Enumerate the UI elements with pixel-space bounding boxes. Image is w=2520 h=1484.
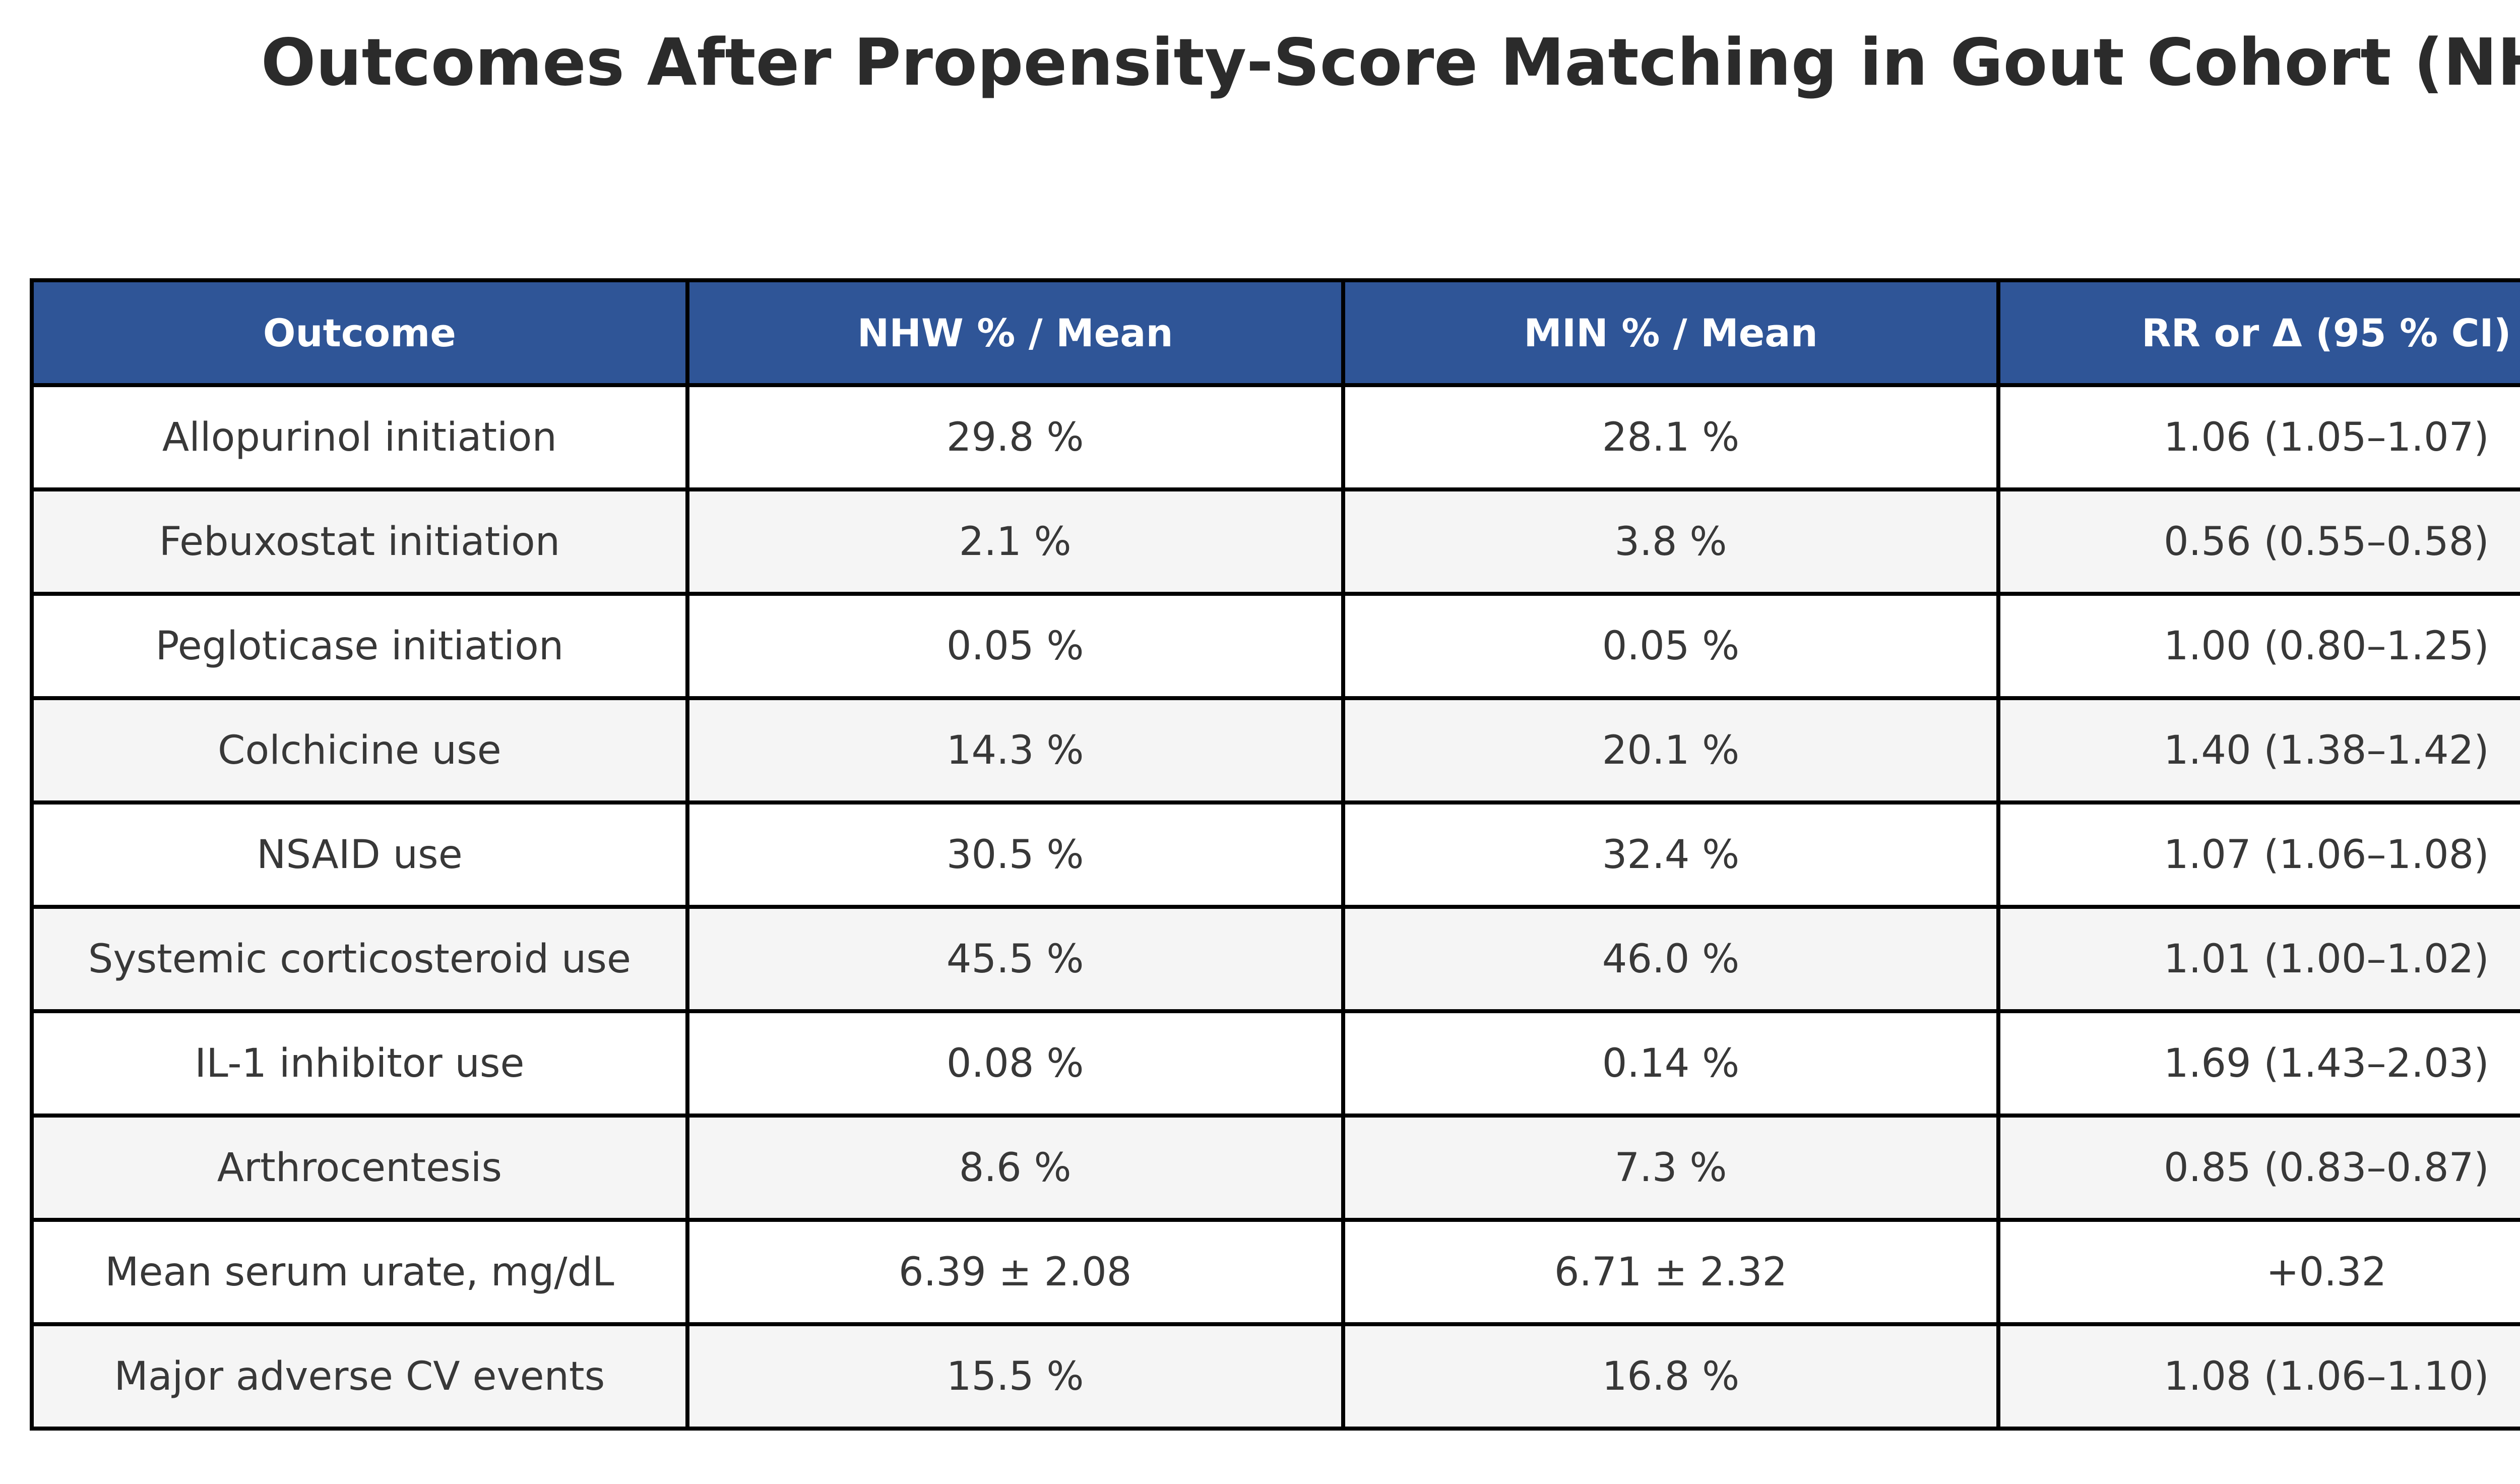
nhw-value-cell: 45.5 % — [685, 905, 1345, 1013]
rr-ci-cell: +0.32 — [1996, 1218, 2520, 1326]
min-value-cell: 3.8 % — [1341, 487, 2001, 596]
outcome-cell: Systemic corticosteroid use — [30, 905, 689, 1013]
min-value-cell: 46.0 % — [1341, 905, 2001, 1013]
table-row: Mean serum urate, mg/dL 6.39 ± 2.08 6.71… — [30, 1218, 2520, 1326]
nhw-value-cell: 6.39 ± 2.08 — [685, 1218, 1345, 1326]
nhw-value-cell: 29.8 % — [685, 383, 1345, 491]
nhw-value-cell: 2.1 % — [685, 487, 1345, 596]
outcome-cell: Arthrocentesis — [30, 1114, 689, 1222]
rr-ci-cell: 1.06 (1.05–1.07) — [1996, 383, 2520, 491]
table-row: Pegloticase initiation 0.05 % 0.05 % 1.0… — [30, 592, 2520, 700]
table-row: IL-1 inhibitor use 0.08 % 0.14 % 1.69 (1… — [30, 1009, 2520, 1118]
min-value-cell: 0.05 % — [1341, 592, 2001, 700]
nhw-value-cell: 30.5 % — [685, 800, 1345, 909]
rr-ci-cell: 0.85 (0.83–0.87) — [1996, 1114, 2520, 1222]
outcome-cell: Pegloticase initiation — [30, 592, 689, 700]
rr-ci-cell: 1.00 (0.80–1.25) — [1996, 592, 2520, 700]
table-row: Arthrocentesis 8.6 % 7.3 % 0.85 (0.83–0.… — [30, 1114, 2520, 1222]
min-value-cell: 0.14 % — [1341, 1009, 2001, 1118]
nhw-value-cell: 14.3 % — [685, 696, 1345, 805]
outcome-cell: Colchicine use — [30, 696, 689, 805]
outcome-cell: NSAID use — [30, 800, 689, 909]
rr-ci-cell: 1.40 (1.38–1.42) — [1996, 696, 2520, 805]
outcome-cell: Major adverse CV events — [30, 1322, 689, 1431]
col-header-nhw: NHW % / Mean — [685, 278, 1345, 387]
min-value-cell: 6.71 ± 2.32 — [1341, 1218, 2001, 1326]
min-value-cell: 16.8 % — [1341, 1322, 2001, 1431]
table-row: Colchicine use 14.3 % 20.1 % 1.40 (1.38–… — [30, 696, 2520, 805]
nhw-value-cell: 0.05 % — [685, 592, 1345, 700]
figure-title: Outcomes After Propensity-Score Matching… — [261, 25, 2520, 100]
min-value-cell: 20.1 % — [1341, 696, 2001, 805]
rr-ci-cell: 1.08 (1.06–1.10) — [1996, 1322, 2520, 1431]
table-row: Febuxostat initiation 2.1 % 3.8 % 0.56 (… — [30, 487, 2520, 596]
outcome-cell: Febuxostat initiation — [30, 487, 689, 596]
col-header-min: MIN % / Mean — [1341, 278, 2001, 387]
nhw-value-cell: 15.5 % — [685, 1322, 1345, 1431]
outcome-cell: Mean serum urate, mg/dL — [30, 1218, 689, 1326]
rr-ci-cell: 0.56 (0.55–0.58) — [1996, 487, 2520, 596]
min-value-cell: 32.4 % — [1341, 800, 2001, 909]
table-row: Allopurinol initiation 29.8 % 28.1 % 1.0… — [30, 383, 2520, 491]
min-value-cell: 7.3 % — [1341, 1114, 2001, 1222]
nhw-value-cell: 8.6 % — [685, 1114, 1345, 1222]
rr-ci-cell: 1.01 (1.00–1.02) — [1996, 905, 2520, 1013]
table-row: Systemic corticosteroid use 45.5 % 46.0 … — [30, 905, 2520, 1013]
outcome-cell: Allopurinol initiation — [30, 383, 689, 491]
col-header-rr-ci: RR or Δ (95 % CI) — [1996, 278, 2520, 387]
outcome-cell: IL-1 inhibitor use — [30, 1009, 689, 1118]
header-row: Outcome NHW % / Mean MIN % / Mean RR or … — [30, 278, 2520, 387]
nhw-value-cell: 0.08 % — [685, 1009, 1345, 1118]
outcomes-table: Outcome NHW % / Mean MIN % / Mean RR or … — [30, 278, 2520, 1431]
rr-ci-cell: 1.07 (1.06–1.08) — [1996, 800, 2520, 909]
rr-ci-cell: 1.69 (1.43–2.03) — [1996, 1009, 2520, 1118]
table-row: Major adverse CV events 15.5 % 16.8 % 1.… — [30, 1322, 2520, 1431]
min-value-cell: 28.1 % — [1341, 383, 2001, 491]
table-row: NSAID use 30.5 % 32.4 % 1.07 (1.06–1.08)… — [30, 800, 2520, 909]
col-header-outcome: Outcome — [30, 278, 689, 387]
